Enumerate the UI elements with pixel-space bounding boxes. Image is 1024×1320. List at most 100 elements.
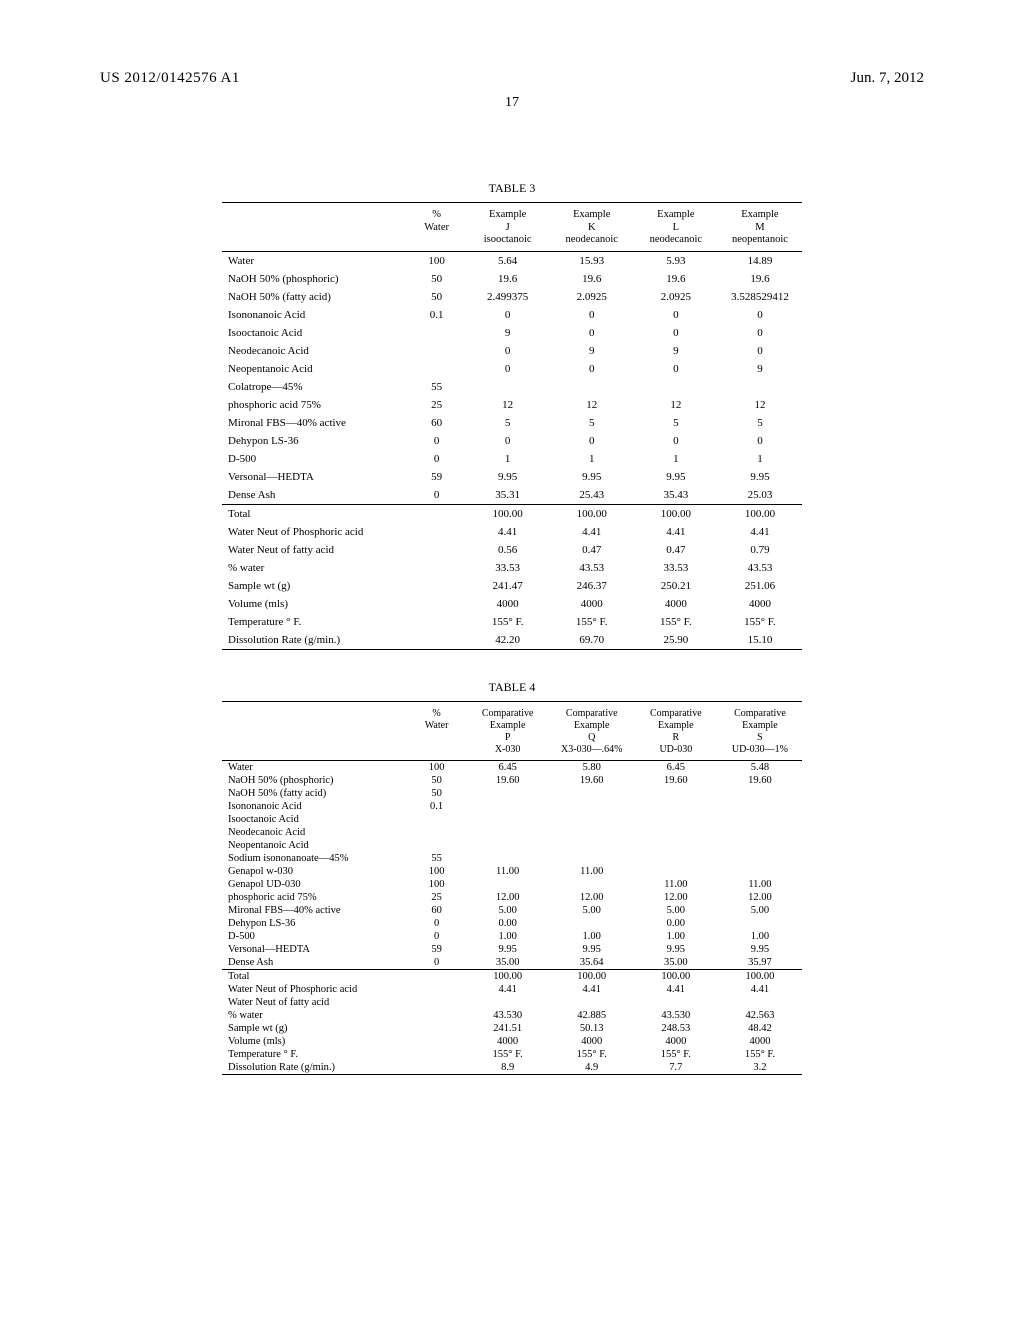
cell: 60 [408,414,466,432]
cell: 11.00 [634,878,718,891]
cell: 5 [718,414,802,432]
row-label: Dense Ash [222,486,408,505]
cell: 0 [718,342,802,360]
column-header: ExampleLneodecanoic [634,205,718,251]
row-label: Isooctanoic Acid [222,324,408,342]
row-label: NaOH 50% (phosphoric) [222,270,408,288]
cell: 4000 [466,1035,550,1048]
cell: 12 [550,396,634,414]
row-label: Dehypon LS-36 [222,432,408,450]
cell [634,787,718,800]
cell: 12.00 [634,891,718,904]
cell [408,523,466,541]
cell: 100.00 [466,505,550,523]
cell: 1 [718,450,802,468]
cell: 100 [408,865,466,878]
cell: 1 [634,450,718,468]
cell [466,826,550,839]
row-label: Isononanoic Acid [222,306,408,324]
row-label: Mironal FBS—40% active [222,414,408,432]
cell: 12 [718,396,802,414]
cell: 0 [466,432,550,450]
cell [718,865,802,878]
cell: 35.31 [466,486,550,505]
cell [634,865,718,878]
cell: 35.43 [634,486,718,505]
cell: 59 [408,468,466,486]
row-label: Colatrope—45% [222,378,408,396]
row-label: Sample wt (g) [222,577,408,595]
row-label: Versonal—HEDTA [222,943,408,956]
cell: 4000 [550,595,634,613]
cell [408,505,466,523]
cell: 4000 [718,1035,802,1048]
cell: 19.60 [718,774,802,787]
cell [408,996,466,1009]
cell [550,917,634,930]
cell: 5 [634,414,718,432]
cell: 5.00 [466,904,550,917]
cell [408,541,466,559]
cell: 19.6 [550,270,634,288]
cell: 43.53 [550,559,634,577]
cell [408,970,466,983]
cell [466,839,550,852]
cell: 248.53 [634,1022,718,1035]
cell: 15.93 [550,252,634,270]
cell [718,996,802,1009]
cell: 2.0925 [634,288,718,306]
row-label: Water Neut of fatty acid [222,996,408,1009]
table-row: Total100.00100.00100.00100.00 [222,970,802,983]
cell: 0.00 [466,917,550,930]
cell: 43.530 [466,1009,550,1022]
cell [634,839,718,852]
cell: 11.00 [550,865,634,878]
cell [408,559,466,577]
cell: 48.42 [718,1022,802,1035]
cell: 60 [408,904,466,917]
row-label: Dissolution Rate (g/min.) [222,631,408,649]
cell: 9.95 [550,943,634,956]
cell: 100.00 [550,970,634,983]
cell: 0 [408,486,466,505]
cell: 251.06 [718,577,802,595]
cell: 0 [408,956,466,970]
row-label: Total [222,505,408,523]
cell: 9 [718,360,802,378]
table-row: Mironal FBS—40% active605555 [222,414,802,432]
table-row: Water1005.6415.935.9314.89 [222,252,802,270]
cell: 0.79 [718,541,802,559]
row-label: Neodecanoic Acid [222,826,408,839]
cell: 4.9 [550,1061,634,1074]
cell: 0 [466,306,550,324]
table-row: D-50001111 [222,450,802,468]
cell: 19.6 [466,270,550,288]
cell [550,813,634,826]
cell: 12 [466,396,550,414]
cell: 4000 [466,595,550,613]
cell: 0 [634,360,718,378]
cell: 12.00 [550,891,634,904]
cell: 100 [408,252,466,270]
table-row: Sample wt (g)241.47246.37250.21251.06 [222,577,802,595]
cell: 1.00 [718,930,802,943]
cell: 0 [408,450,466,468]
cell: 15.10 [718,631,802,649]
cell: 7.7 [634,1061,718,1074]
table-row: Neodecanoic Acid [222,826,802,839]
row-label: Total [222,970,408,983]
cell: 1.00 [550,930,634,943]
cell: 50.13 [550,1022,634,1035]
cell: 42.20 [466,631,550,649]
cell: 4.41 [550,523,634,541]
row-label: Dehypon LS-36 [222,917,408,930]
table-row: Isononanoic Acid0.1 [222,800,802,813]
cell: 14.89 [718,252,802,270]
cell: 9.95 [466,943,550,956]
table-row: Water Neut of fatty acid [222,996,802,1009]
cell: 0 [466,342,550,360]
cell: 6.45 [466,761,550,774]
cell: 0.1 [408,306,466,324]
table-row: NaOH 50% (phosphoric)5019.619.619.619.6 [222,270,802,288]
row-label: Versonal—HEDTA [222,468,408,486]
